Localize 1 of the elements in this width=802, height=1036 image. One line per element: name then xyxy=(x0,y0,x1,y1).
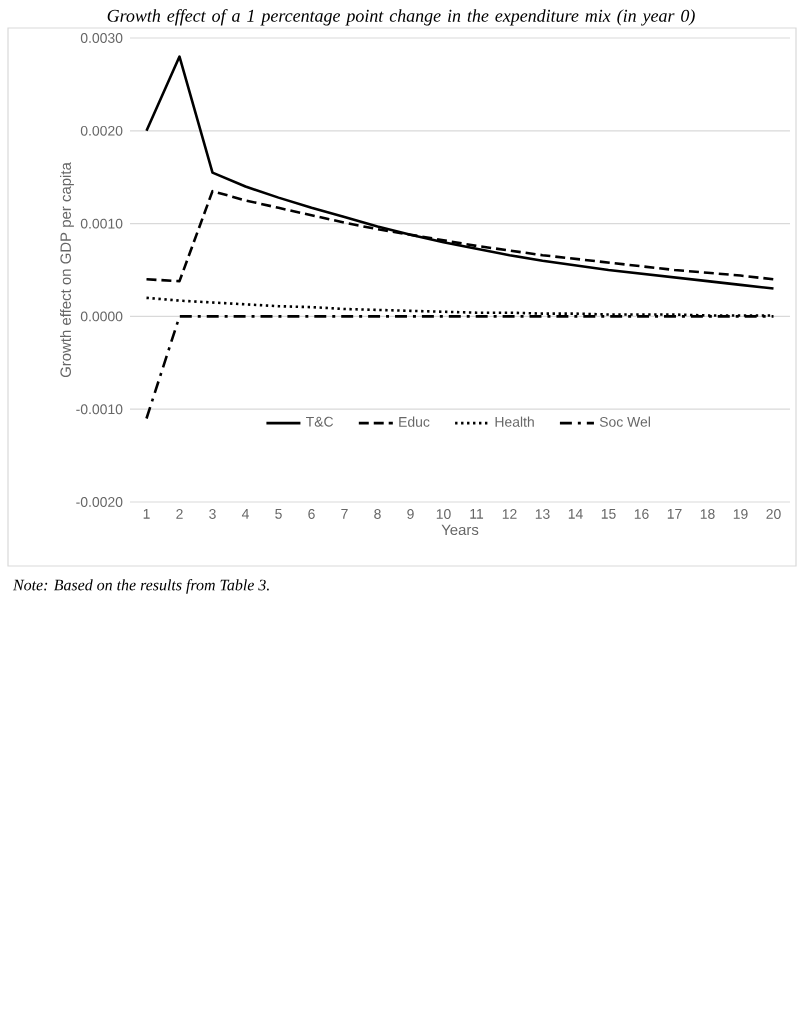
chart-title: Growth effect of a 1 percentage point change in the expenditure mix (in year 0) xyxy=(107,9,695,26)
